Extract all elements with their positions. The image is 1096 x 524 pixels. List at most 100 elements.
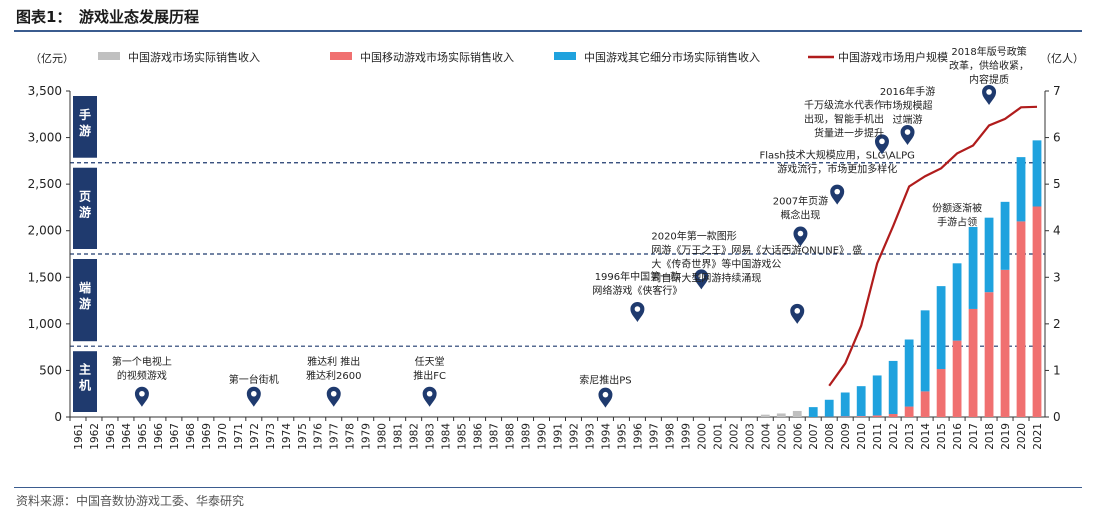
x-tick-label: 1996: [632, 423, 644, 450]
legend-item-0: 中国游戏市场实际销售收入: [98, 50, 260, 64]
annotation-pin-5: [630, 301, 645, 322]
annotation-text-9: 游戏流行，市场更加多样化: [777, 163, 897, 176]
x-tick-label: 2003: [744, 423, 756, 450]
x-tick-label: 1988: [505, 423, 517, 450]
era-box-3: [73, 96, 97, 158]
annotation-text-2: 雅达利2600: [306, 369, 361, 382]
annotation-text-5: 1996年中国第一款: [595, 270, 680, 283]
annotation-text-6: 大《传奇世界》等中国游戏公: [651, 257, 781, 270]
bar-1-2013: [904, 406, 914, 417]
left-tick-label: 500: [39, 363, 62, 377]
x-tick-label: 1962: [89, 423, 101, 450]
x-tick-label: 2014: [920, 423, 932, 450]
era-label-3: 游: [79, 123, 91, 138]
x-tick-label: 1991: [553, 423, 565, 450]
annotation-text-12: 2018年版号政策: [951, 45, 1026, 58]
annotation-text-3: 推出FC: [413, 369, 446, 382]
map-pin-icon: [900, 125, 915, 146]
bar-2-2014: [920, 310, 930, 392]
annotation-pin-8: [793, 226, 808, 247]
x-tick-label: 2010: [856, 423, 868, 450]
annotation-text-5: 网络游戏《侠客行》: [592, 284, 682, 297]
annotation-text-4: 索尼推出PS: [579, 374, 631, 387]
x-tick-label: 1984: [441, 423, 453, 450]
map-pin-dot: [794, 308, 801, 314]
annotation-text-1: 第一台街机: [229, 373, 279, 386]
annotation-pin-2: [326, 386, 341, 407]
x-tick-label: 1971: [233, 423, 245, 450]
era-label-1: 游: [79, 296, 91, 311]
x-tick-label: 1998: [664, 423, 676, 450]
bar-1-2014: [920, 391, 930, 417]
x-tick-label: 1975: [297, 423, 309, 450]
annotation-text-12: 改革，供给收紧，: [949, 59, 1029, 72]
map-pin-dot: [904, 129, 911, 135]
map-pin-icon: [422, 386, 437, 407]
left-tick-label: 0: [54, 410, 62, 424]
legend-label: 中国游戏市场用户规模: [838, 50, 948, 64]
bar-1-2011: [872, 415, 882, 417]
annotation-text-11: 过端游: [893, 113, 923, 126]
left-tick-label: 1,500: [28, 270, 62, 284]
annotation-text-0: 第一个电视上: [112, 355, 172, 368]
bars: [760, 140, 1042, 417]
x-tick-label: 1999: [680, 423, 692, 450]
x-tick-label: 1974: [281, 423, 293, 450]
x-tick-label: 1981: [393, 423, 405, 450]
bar-2-2007: [808, 407, 818, 417]
x-tick-label: 2002: [728, 423, 740, 450]
annotation-text-2: 雅达利 推出: [307, 355, 360, 368]
annotation-pin-12: [982, 84, 997, 105]
bar-1-2020: [1016, 221, 1026, 417]
annotation-pin-7: [790, 303, 805, 324]
bar-2-2012: [888, 360, 898, 415]
x-tick-label: 1976: [313, 423, 325, 450]
x-tick-label: 2008: [824, 423, 836, 450]
x-tick-label: 2016: [952, 423, 964, 450]
x-tick-label: 1982: [409, 423, 421, 450]
annotation-pin-1: [246, 386, 261, 407]
left-axis-unit: （亿元）: [30, 52, 74, 65]
map-pin-icon: [982, 84, 997, 105]
legend-label: 中国移动游戏市场实际销售收入: [360, 50, 514, 64]
map-pin-dot: [797, 230, 804, 237]
annotation-pin-3: [422, 386, 437, 407]
bar-0-2005: [776, 413, 786, 417]
x-tick-label: 1993: [584, 423, 596, 450]
user-scale-line: [828, 105, 1038, 387]
right-tick-label: 5: [1053, 177, 1061, 191]
annotation-text-10: 出现，智能手机出: [804, 112, 884, 125]
x-tick-label: 1985: [457, 423, 469, 450]
bar-2-2015: [936, 286, 946, 370]
x-tick-label: 1964: [121, 423, 133, 450]
x-tick-label: 1987: [489, 423, 501, 450]
x-tick-label: 2005: [776, 423, 788, 450]
annotation-pin-10: [874, 134, 889, 155]
x-tick-label: 1986: [473, 423, 485, 450]
annotation-text-6: 司自研大型网游持续涌现: [651, 271, 761, 284]
source-divider: [14, 487, 1082, 488]
bar-1-2009: [840, 416, 850, 417]
x-tick-label: 1965: [137, 423, 149, 450]
x-tick-label: 1968: [185, 423, 197, 450]
map-pin-dot: [834, 188, 841, 195]
x-tick-label: 1980: [377, 423, 389, 450]
annotation-text-10: 货量进一步提升: [814, 126, 884, 139]
right-tick-label: 3: [1053, 270, 1061, 284]
x-tick-label: 2019: [1000, 423, 1012, 450]
x-tick-label: 2011: [872, 423, 884, 450]
era-label-2: 游: [79, 204, 91, 219]
x-tick-label: 2012: [888, 423, 900, 450]
x-tick-label: 1973: [265, 423, 277, 450]
bar-2-2018: [984, 217, 994, 293]
bar-2-2016: [952, 263, 962, 341]
x-tick-label: 1989: [521, 423, 533, 450]
left-tick-label: 3,000: [28, 131, 62, 145]
annotation-pin-4: [598, 387, 613, 408]
right-tick-label: 7: [1053, 84, 1061, 98]
x-tick-label: 2006: [792, 423, 804, 450]
x-tick-label: 1966: [153, 423, 165, 450]
x-tick-label: 1994: [600, 423, 612, 450]
